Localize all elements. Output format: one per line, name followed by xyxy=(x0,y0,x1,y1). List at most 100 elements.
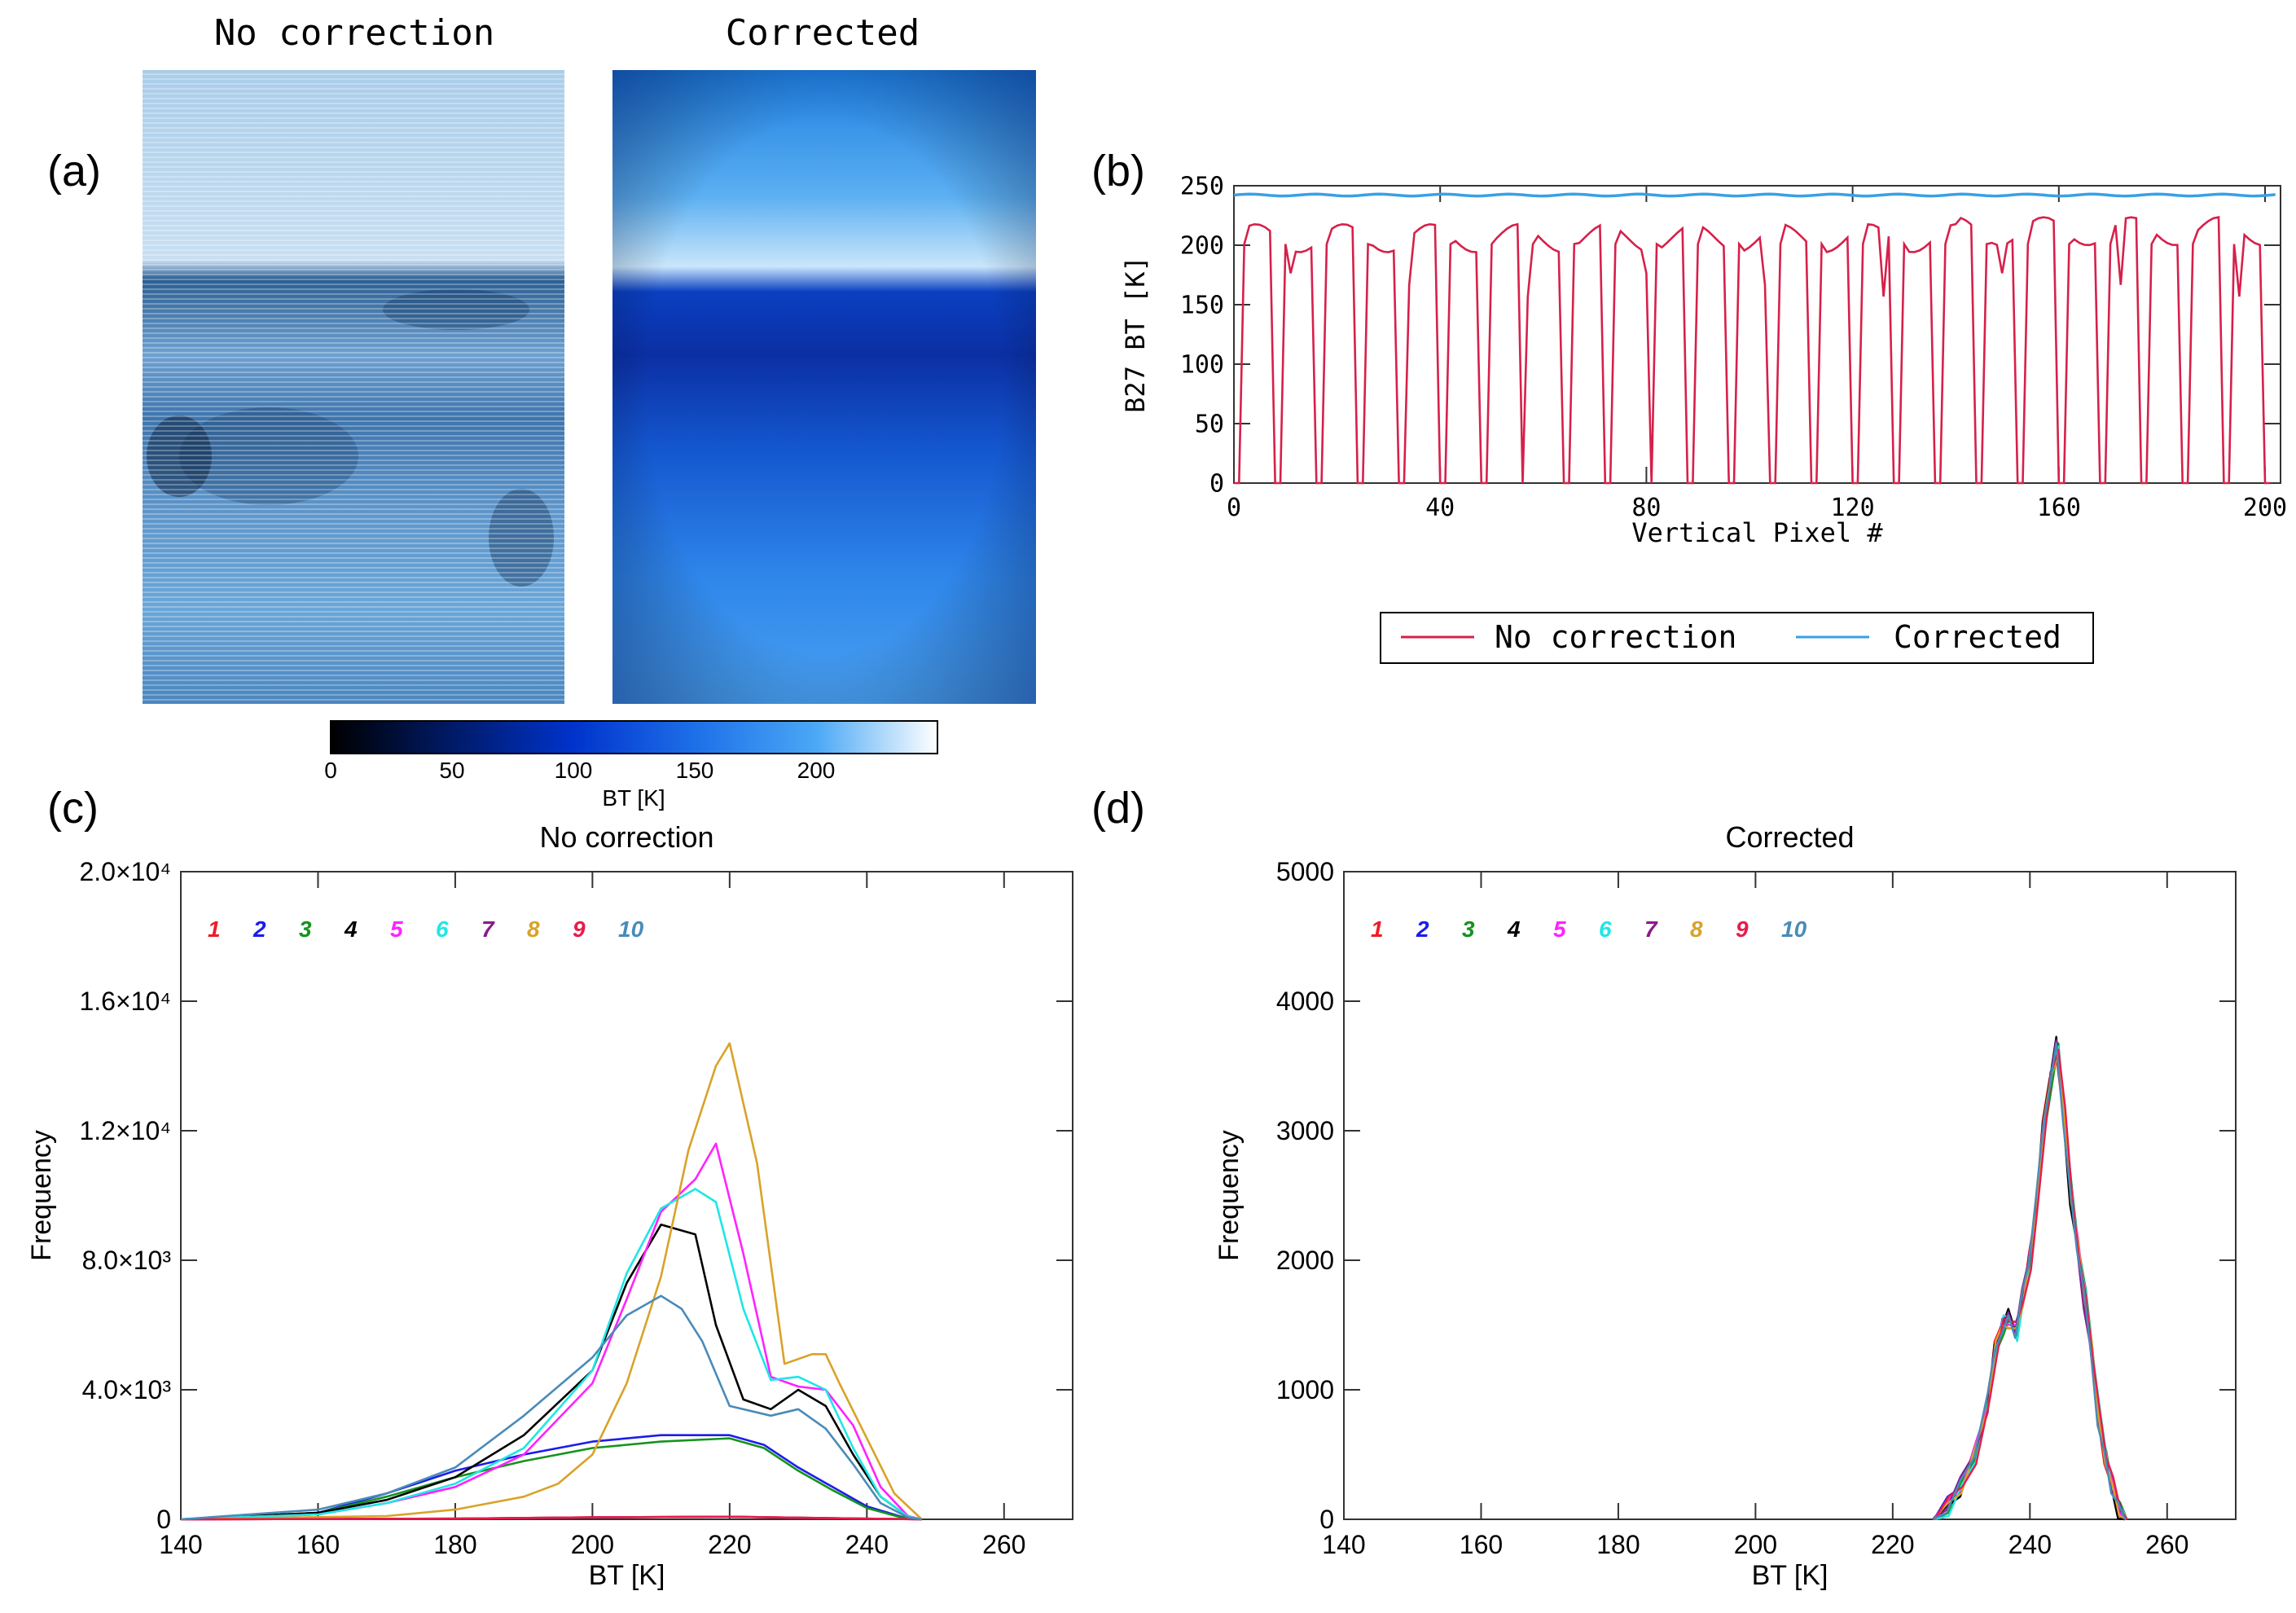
series-line-6 xyxy=(180,1188,922,1521)
legend-entry-1: 1 xyxy=(1371,916,1384,942)
panel-label-a: (a) xyxy=(47,147,101,196)
legend-entry-5: 5 xyxy=(1553,916,1566,942)
y-tick-label: 4000 xyxy=(1276,987,1334,1016)
legend-entry-8: 8 xyxy=(527,916,540,942)
y-tick-label: 0 xyxy=(156,1505,171,1534)
series-line-1 xyxy=(1932,1055,2126,1521)
legend-b: No correction Corrected xyxy=(1380,612,2094,664)
legend-entry-8: 8 xyxy=(1690,916,1703,942)
x-tick-label: 220 xyxy=(708,1530,751,1559)
series-line-3 xyxy=(1934,1042,2128,1521)
x-tick-label: 40 xyxy=(1425,494,1455,522)
y-tick-label: 1000 xyxy=(1276,1375,1334,1404)
legend-entry-3: 3 xyxy=(1462,916,1475,942)
legend-entry-7: 7 xyxy=(481,916,495,942)
plot-frame xyxy=(180,871,1073,1520)
x-tick-label: 180 xyxy=(433,1530,476,1559)
image-no-correction xyxy=(143,70,564,704)
y-tick-label: 150 xyxy=(1180,292,1224,320)
x-tick-label: 240 xyxy=(2008,1530,2052,1559)
legend-entry-7: 7 xyxy=(1644,916,1658,942)
x-tick-label: 120 xyxy=(1831,494,1875,522)
legend-entry-4: 4 xyxy=(344,916,358,942)
y-tick-label: 100 xyxy=(1180,351,1224,380)
series-line-3 xyxy=(180,1437,922,1521)
series-line-10 xyxy=(1932,1042,2127,1521)
panel-label-b: (b) xyxy=(1091,147,1145,196)
legend-entry-10: 10 xyxy=(1781,916,1807,942)
plot-frame xyxy=(1233,185,2281,484)
legend-entry-2: 2 xyxy=(1416,916,1429,942)
legend-entry-9: 9 xyxy=(1736,916,1749,942)
chart-b: 0 40 80 120 160 200 0 50 100 150 200 250 Vertical Pi… xyxy=(1120,173,2287,664)
chart-title: Corrected xyxy=(1725,820,1854,854)
y-tick-label: 0 xyxy=(1209,470,1224,499)
y-tick-label: 8.0×10³ xyxy=(82,1246,172,1275)
x-tick-label: 160 xyxy=(296,1530,340,1559)
x-tick-label: 220 xyxy=(1871,1530,1914,1559)
y-axis-label: Frequency xyxy=(1214,1130,1245,1261)
legend-frame xyxy=(1380,612,2094,664)
panel-label-c: (c) xyxy=(47,784,99,833)
colorbar-tick-label: 50 xyxy=(439,758,464,783)
colorbar: 0 50 100 150 200 BT [K] xyxy=(324,720,938,811)
y-tick-label: 2000 xyxy=(1276,1246,1334,1275)
x-tick-label: 180 xyxy=(1596,1530,1640,1559)
colorbar-tick-label: 200 xyxy=(797,758,836,783)
legend-label-no-correction: No correction xyxy=(1495,619,1736,655)
legend-entry-9: 9 xyxy=(573,916,586,942)
x-axis-label: BT [K] xyxy=(589,1560,665,1591)
legend-entry-6: 6 xyxy=(436,916,449,942)
y-axis-label: B27 BT [K] xyxy=(1120,256,1151,413)
chart-title: No correction xyxy=(539,820,713,854)
colorbar-label: BT [K] xyxy=(602,785,665,811)
chart-c: 140 160 180 200 220 240 260 0 4.0×10³ 8.0×10³ 1.2×… xyxy=(26,820,1073,1591)
series-line-8 xyxy=(180,1042,923,1521)
legend-entry-5: 5 xyxy=(390,916,403,942)
x-tick-label: 200 xyxy=(2243,494,2287,522)
y-tick-label: 1.2×10⁴ xyxy=(79,1116,171,1145)
colorbar-tick-label: 100 xyxy=(555,758,593,783)
series-line-corrected xyxy=(1233,192,2276,198)
x-tick-label: 80 xyxy=(1631,494,1661,522)
series-line-no-correction xyxy=(1234,216,2271,485)
series-line-6 xyxy=(1934,1045,2128,1521)
series-line-5 xyxy=(1933,1052,2127,1520)
x-tick-label: 140 xyxy=(1322,1530,1365,1559)
series-line-4 xyxy=(180,1224,922,1521)
colorbar-tick-label: 150 xyxy=(676,758,714,783)
x-tick-label: 260 xyxy=(2145,1530,2188,1559)
image-title-no-correction: No correction xyxy=(214,12,494,54)
legend-entry-2: 2 xyxy=(252,916,266,942)
series-line-8 xyxy=(1933,1055,2127,1521)
y-tick-label: 4.0×10³ xyxy=(82,1375,172,1404)
image-title-corrected: Corrected xyxy=(726,12,920,54)
legend-entry-1: 1 xyxy=(208,916,221,942)
x-tick-label: 260 xyxy=(982,1530,1025,1559)
x-tick-label: 0 xyxy=(1227,494,1241,522)
series-line-2 xyxy=(1933,1048,2127,1520)
legend-entry-3: 3 xyxy=(299,916,312,942)
x-tick-label: 160 xyxy=(1460,1530,1503,1559)
y-tick-label: 1.6×10⁴ xyxy=(79,987,171,1016)
y-tick-label: 50 xyxy=(1195,411,1224,439)
x-tick-label: 240 xyxy=(845,1530,889,1559)
x-axis-label: BT [K] xyxy=(1752,1560,1828,1591)
series-line-10 xyxy=(180,1294,922,1521)
image-corrected xyxy=(612,70,1036,704)
y-tick-label: 2.0×10⁴ xyxy=(79,857,171,886)
plot-frame xyxy=(1343,871,2237,1520)
legend-entry-6: 6 xyxy=(1599,916,1612,942)
y-tick-label: 250 xyxy=(1180,173,1224,201)
legend-label-corrected: Corrected xyxy=(1894,619,2061,655)
y-tick-label: 5000 xyxy=(1276,857,1334,886)
legend-entry-4: 4 xyxy=(1507,916,1521,942)
y-tick-label: 0 xyxy=(1319,1505,1334,1534)
legend-entry-10: 10 xyxy=(618,916,644,942)
x-tick-label: 200 xyxy=(1734,1530,1777,1559)
x-tick-label: 140 xyxy=(159,1530,202,1559)
x-tick-label: 200 xyxy=(571,1530,614,1559)
series-line-9 xyxy=(1934,1048,2128,1520)
series-line-9 xyxy=(180,1515,922,1521)
